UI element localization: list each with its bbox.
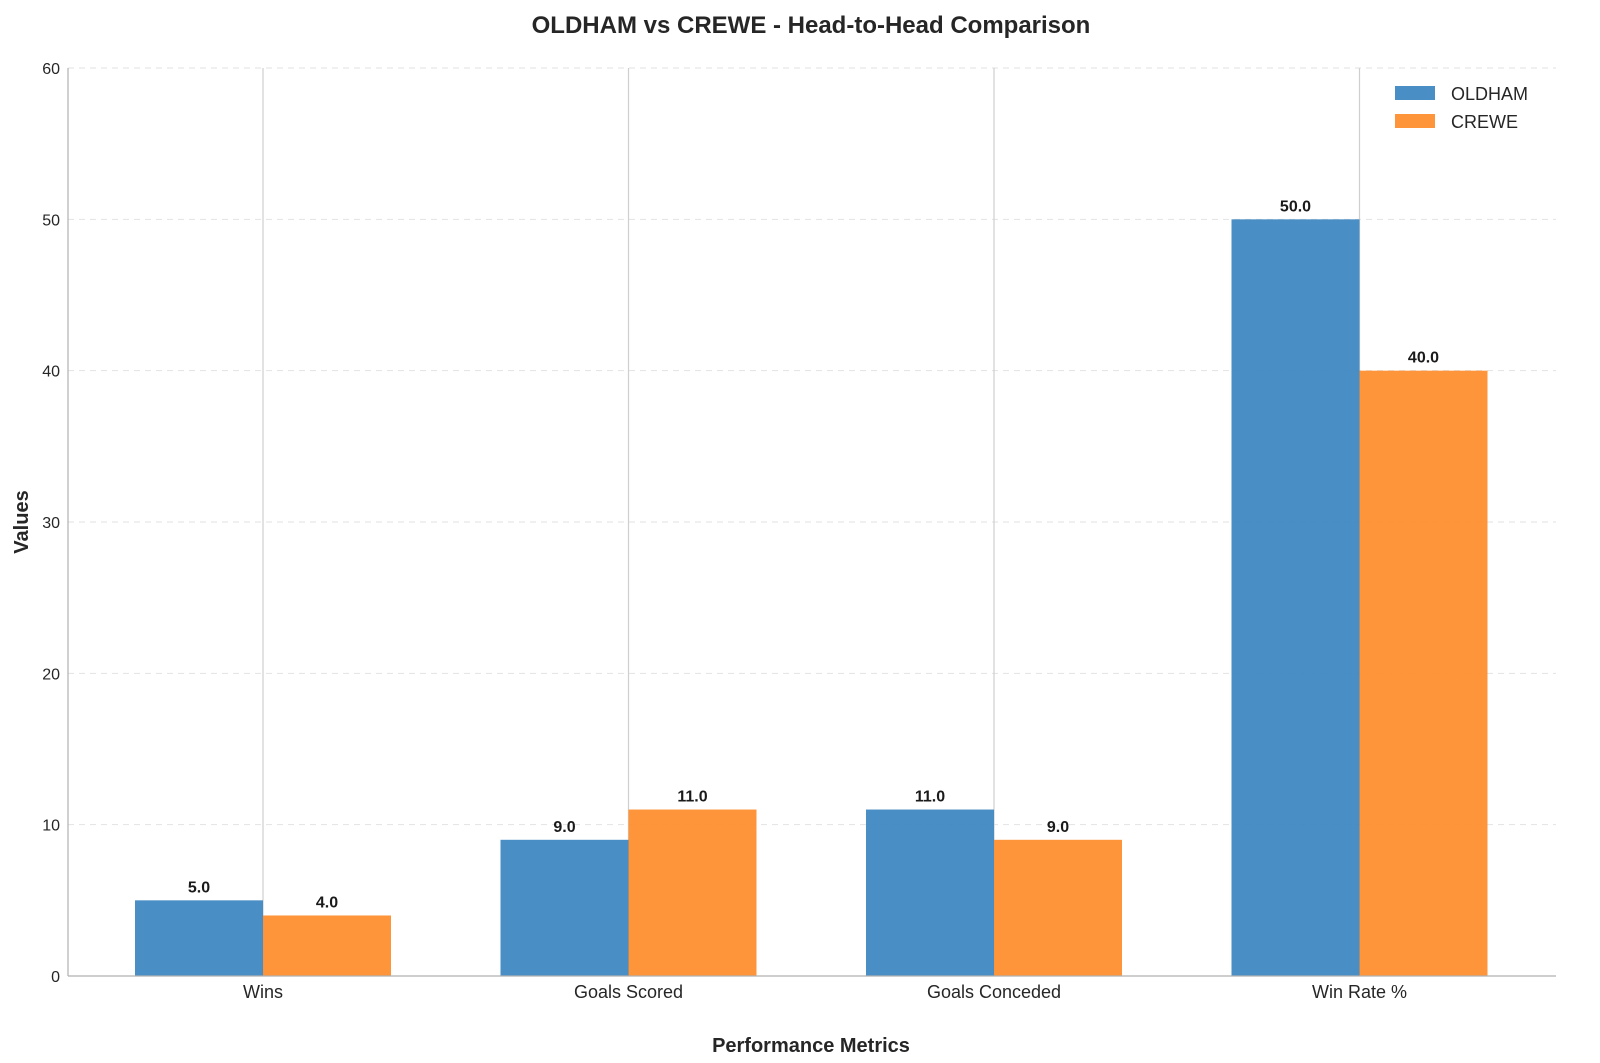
bar-crewe-win-rate (1359, 370, 1488, 977)
x-tick-label: Win Rate % (1312, 982, 1407, 1002)
x-tick-label: Goals Scored (574, 982, 683, 1002)
y-tick-label: 40 (42, 364, 60, 381)
value-label: 50.0 (1280, 198, 1311, 215)
legend-swatch-crewe (1395, 114, 1435, 128)
labels-layer: 5.0 9.0 11.0 50.0 4.0 11.0 9.0 40.0 0 10 20 30 40 50 6… (42, 61, 1439, 1002)
y-tick-label: 60 (42, 61, 60, 78)
bar-crewe-wins (263, 915, 391, 976)
bar-oldham-goals-conceded (866, 809, 994, 976)
value-label: 5.0 (188, 879, 210, 896)
chart-title: OLDHAM vs CREWE - Head-to-Head Compariso… (532, 12, 1091, 39)
x-tick-label: Wins (243, 982, 283, 1002)
y-tick-label: 50 (42, 212, 60, 229)
value-label: 11.0 (677, 789, 707, 806)
y-axis-label: Values (11, 490, 33, 553)
y-tick-label: 10 (42, 818, 60, 835)
value-label: 9.0 (553, 819, 575, 836)
value-label: 4.0 (316, 894, 338, 911)
value-label: 11.0 (915, 789, 945, 806)
bar-oldham-goals-scored (500, 839, 629, 976)
bar-oldham-win-rate (1231, 219, 1360, 977)
value-label: 40.0 (1408, 350, 1439, 367)
y-tick-label: 30 (42, 515, 60, 532)
legend-label-oldham: OLDHAM (1451, 84, 1528, 104)
axes-layer (67, 68, 1556, 977)
bar-crewe-goals-scored (628, 809, 757, 976)
x-tick-label: Goals Conceded (927, 982, 1061, 1002)
value-label: 9.0 (1047, 819, 1069, 836)
bars-layer (135, 219, 1488, 977)
bar-oldham-wins (135, 900, 263, 976)
legend-label-crewe: CREWE (1451, 112, 1518, 132)
legend-swatch-oldham (1395, 86, 1435, 100)
x-axis-label: Performance Metrics (712, 1035, 910, 1057)
legend: OLDHAM CREWE (1395, 84, 1528, 132)
y-tick-label: 0 (51, 969, 60, 986)
bar-crewe-goals-conceded (994, 839, 1122, 976)
y-tick-label: 20 (42, 666, 60, 683)
